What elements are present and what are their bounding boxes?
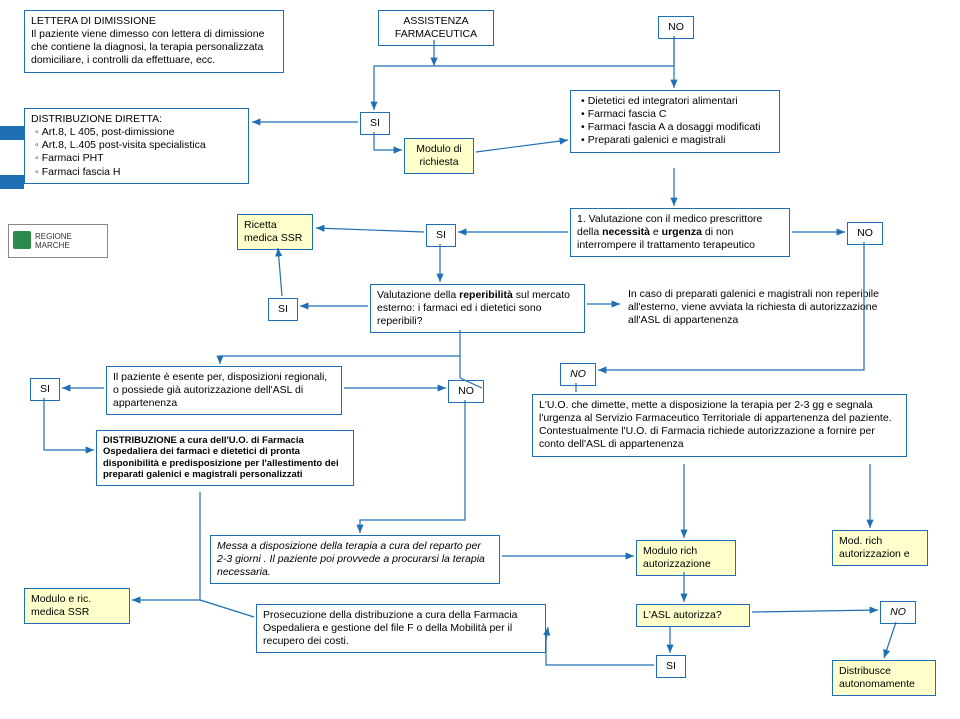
esente-box: Il paziente è esente per, disposizioni r…	[106, 366, 342, 415]
no-bottom-box: NO	[880, 601, 916, 624]
valutazione-medico-box: 1. Valutazione con il medico prescrittor…	[570, 208, 790, 257]
si-3-box: SI	[268, 298, 298, 321]
mod-rich-box: Mod. rich autorizzazion e	[832, 530, 928, 566]
caso-preparati-text: In caso di preparati galenici e magistra…	[622, 284, 888, 331]
ricetta-ssr-box: Ricetta medica SSR	[237, 214, 313, 250]
distribuisce-box: Distribusce autonomamente	[832, 660, 936, 696]
dietetici-item: Farmaci fascia C	[581, 108, 773, 121]
no-mid-box: NO	[847, 222, 883, 245]
no-right-box: NO	[560, 363, 596, 386]
dd-item: Farmaci fascia H	[35, 166, 242, 179]
asl-autorizza-box: L'ASL autorizza?	[636, 604, 750, 627]
dietetici-list: Dietetici ed integratori alimentari Farm…	[577, 95, 773, 148]
regione-marche-logo: REGIONE MARCHE	[8, 224, 108, 258]
si-1-box: SI	[360, 112, 390, 135]
distribuzione-diretta-title: DISTRIBUZIONE DIRETTA:	[31, 113, 162, 125]
lettera-dimissione-body: Il paziente viene dimesso con lettera di…	[31, 28, 264, 66]
dd-item: Art.8, L 405, post-dimissione	[35, 126, 242, 139]
si-2-box: SI	[426, 224, 456, 247]
distribuzione-farmacia-box: DISTRIBUZIONE a cura dell'U.O. di Farmac…	[96, 430, 354, 486]
messa-disposizione-box: Messa a disposizione della terapia a cur…	[210, 535, 500, 584]
modulo-auth-box: Modulo rich autorizzazione	[636, 540, 736, 576]
dietetici-item: Farmaci fascia A a dosaggi modificati	[581, 121, 773, 134]
distribuzione-diretta-box: DISTRIBUZIONE DIRETTA: Art.8, L 405, pos…	[24, 108, 249, 184]
lettera-dimissione-box: LETTERA DI DIMISSIONE Il paziente viene …	[24, 10, 284, 73]
accent-bar-1	[0, 126, 24, 140]
prosecuzione-box: Prosecuzione della distribuzione a cura …	[256, 604, 546, 653]
dietetici-item: Preparati galenici e magistrali	[581, 134, 773, 147]
accent-bar-2	[0, 175, 24, 189]
dd-item: Art.8, L.405 post-visita specialistica	[35, 139, 242, 152]
dietetici-item: Dietetici ed integratori alimentari	[581, 95, 773, 108]
si-4-box: SI	[30, 378, 60, 401]
distribuzione-diretta-list: Art.8, L 405, post-dimissione Art.8, L.4…	[31, 126, 242, 179]
modulo-richiesta-box: Modulo di richiesta	[404, 138, 474, 174]
uo-dimette-box: L'U.O. che dimette, mette a disposizione…	[532, 394, 907, 457]
no-left-box: NO	[448, 380, 484, 403]
dietetici-box: Dietetici ed integratori alimentari Farm…	[570, 90, 780, 153]
reperibilita-box: Valutazione della reperibilità sul merca…	[370, 284, 585, 333]
modulo-ssr-box: Modulo e ric. medica SSR	[24, 588, 130, 624]
no-top-box: NO	[658, 16, 694, 39]
assistenza-farmaceutica-box: ASSISTENZA FARMACEUTICA	[378, 10, 494, 46]
dd-item: Farmaci PHT	[35, 152, 242, 165]
lettera-dimissione-title: LETTERA DI DIMISSIONE	[31, 15, 156, 27]
si-5-box: SI	[656, 655, 686, 678]
